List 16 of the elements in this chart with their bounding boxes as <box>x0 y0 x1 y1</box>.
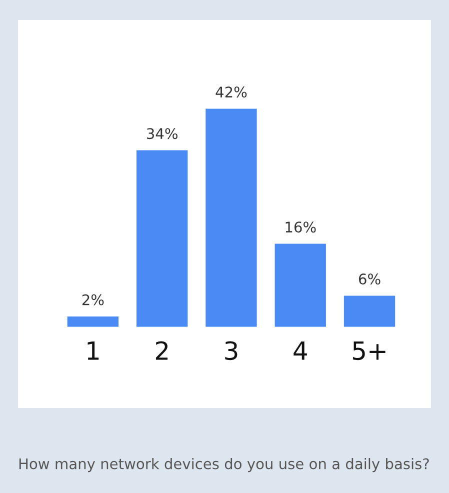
x-tick-label: 5+ <box>353 342 386 360</box>
text: How many network devices do you use on a daily basis? <box>19 458 429 472</box>
data-label: 16% <box>286 222 316 233</box>
data-label: 2% <box>82 294 104 306</box>
bar <box>136 150 188 327</box>
x-tick-label: 1 <box>88 342 99 360</box>
data-label: 34% <box>146 128 178 140</box>
bar <box>274 244 326 327</box>
x-tick-label: 3 <box>225 341 238 360</box>
data-label: 6% <box>358 274 380 285</box>
bar <box>206 108 257 327</box>
bar <box>67 316 119 327</box>
bar <box>344 296 396 327</box>
x-tick-label: 4 <box>294 342 307 360</box>
data-label: 42% <box>216 86 247 98</box>
x-tick-label: 2 <box>156 341 168 360</box>
